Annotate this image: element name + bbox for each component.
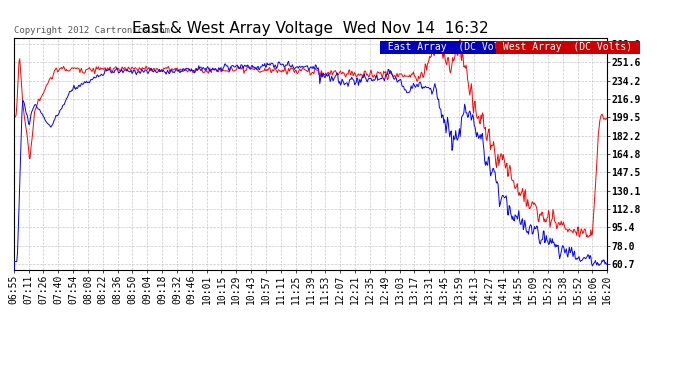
Title: East & West Array Voltage  Wed Nov 14  16:32: East & West Array Voltage Wed Nov 14 16:…: [132, 21, 489, 36]
Text: Copyright 2012 Cartronics.com: Copyright 2012 Cartronics.com: [14, 26, 170, 35]
Text: West Array  (DC Volts): West Array (DC Volts): [497, 42, 638, 52]
Text: East Array  (DC Volts): East Array (DC Volts): [382, 42, 523, 52]
